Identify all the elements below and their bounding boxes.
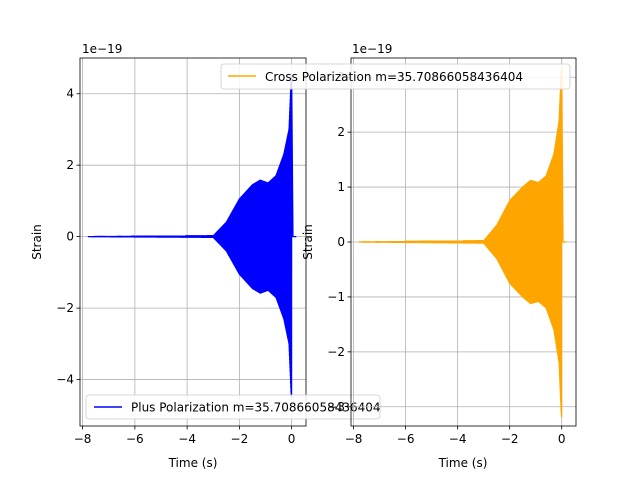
cross-legend-box	[220, 63, 571, 90]
cross-y-tick-label: 2	[337, 125, 345, 139]
cross-x-tick-label: −6	[397, 432, 415, 446]
plus-y-tick-label: −4	[56, 373, 74, 387]
cross-x-ticks: −8 −6 −4 −2 0	[345, 426, 566, 446]
plus-x-tick-label: −8	[74, 432, 92, 446]
cross-y-tick-label: −1	[327, 290, 345, 304]
plus-x-tick-label: −4	[178, 432, 196, 446]
plus-offset-text: 1e−19	[82, 42, 122, 56]
plus-y-tick-label: 2	[66, 158, 74, 172]
cross-x-tick-label: −2	[501, 432, 519, 446]
cross-y-tick-label: −3	[327, 400, 345, 414]
plus-series-layer	[87, 75, 297, 398]
cross-series-layer	[358, 65, 567, 418]
plus-x-tick-label: −6	[126, 432, 144, 446]
cross-waveform-line	[358, 65, 567, 418]
plus-y-tick-label: 0	[66, 230, 74, 244]
plus-x-tick-label: −2	[231, 432, 249, 446]
cross-x-tick-label: −4	[449, 432, 467, 446]
plus-x-ticks: −8 −6 −4 −2 0	[74, 426, 296, 446]
cross-y-tick-label: 1	[337, 180, 345, 194]
cross-polarization-panel: −8−6−4−20 −3−2−10123 1e−19 Time (s) Stra…	[220, 42, 577, 470]
cross-offset-text: 1e−19	[352, 42, 392, 56]
cross-x-axis-label: Time (s)	[438, 456, 488, 470]
plus-waveform-line	[87, 75, 297, 398]
cross-y-tick-label: −2	[327, 345, 345, 359]
cross-x-tick-label: 0	[558, 432, 566, 446]
plus-x-axis-label: Time (s)	[168, 456, 218, 470]
plus-y-tick-label: 4	[66, 87, 74, 101]
plus-y-ticks: −4 −2 0 2 4	[56, 87, 80, 387]
plus-x-tick-label: 0	[288, 432, 296, 446]
cross-x-tick-label: −8	[345, 432, 363, 446]
cross-y-tick-label: 0	[337, 235, 345, 249]
plus-legend: Plus Polarization m=35.70866058436404	[85, 394, 381, 420]
plus-y-axis-label: Strain	[30, 224, 44, 260]
plus-legend-label: Plus Polarization m=35.70866058436404	[131, 401, 381, 415]
cross-legend-label: Cross Polarization m=35.70866058436404	[265, 70, 523, 84]
plus-axes-frame	[79, 57, 307, 427]
cross-legend: Cross Polarization m=35.70866058436404	[220, 63, 571, 90]
plus-y-tick-label: −2	[56, 301, 74, 315]
cross-y-axis-label: Strain	[301, 224, 315, 260]
